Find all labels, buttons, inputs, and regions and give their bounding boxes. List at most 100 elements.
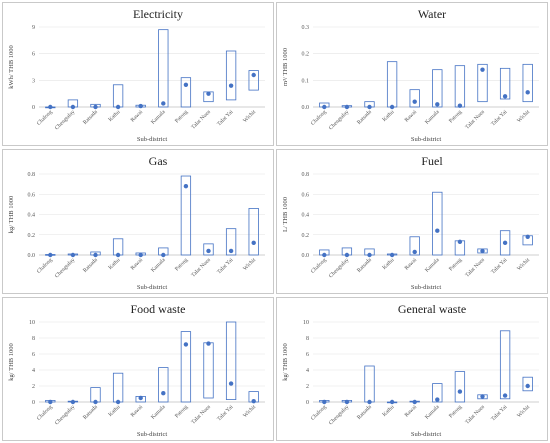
category-label-ratsada: Ratsada (356, 257, 373, 274)
y-tick-label: 0.8 (302, 172, 310, 178)
value-dot-talat-nuea (206, 248, 211, 254)
value-dot-chengtalay (70, 399, 76, 405)
category-label-talat-yai: Talat Yai (216, 109, 235, 128)
value-dot-kathu (389, 252, 395, 258)
category-label-rawai: Rawai (130, 257, 145, 272)
category-label-kathu: Kathu (108, 404, 122, 418)
category-label-patong: Patong (448, 404, 463, 419)
x-axis-label: Sub-district (137, 431, 168, 438)
value-dot-ratsada (93, 399, 98, 405)
value-dot-kathu (115, 104, 121, 110)
value-dot-kathu (115, 252, 121, 258)
range-box-talat-yai (499, 330, 511, 400)
chart-title: Gas (149, 154, 168, 168)
y-tick-label: 10 (303, 320, 309, 326)
y-tick-label: 6 (306, 352, 309, 358)
category-label-wichit: Wichit (242, 404, 257, 419)
range-box-patong (454, 65, 466, 108)
y-axis-label: kg/ THB 1000 (8, 196, 15, 233)
category-label-chengtalay: Chengtalay (328, 109, 350, 131)
category-label-talat-nuea: Talat Nuea (190, 257, 212, 279)
category-label-ratsada: Ratsada (82, 404, 99, 421)
category-label-wichit: Wichit (242, 257, 257, 272)
value-dot-chalong (48, 252, 53, 258)
y-tick-label: 3 (32, 78, 35, 84)
range-box-kamala (158, 367, 169, 403)
category-label-kathu: Kathu (382, 257, 396, 271)
category-label-kamala: Kamala (150, 257, 167, 274)
value-dot-talat-yai (228, 381, 234, 386)
category-label-rawai: Rawai (130, 109, 145, 124)
category-label-kathu: Kathu (108, 257, 122, 271)
y-tick-label: 8 (306, 336, 309, 342)
chart-svg: General waste 0 2 4 6 8 10 kg/ THB 1000 Chalong C… (282, 302, 539, 438)
y-tick-label: 0.6 (28, 192, 36, 198)
value-dot-rawai (412, 99, 417, 104)
category-label-chengtalay: Chengtalay (54, 109, 76, 131)
range-box-ratsada (364, 365, 375, 403)
water-panel: Water 0.0 0.1 0.2 0.3 m³/ THB 1000 Chalong Chen… (276, 2, 548, 146)
electricity-panel: Electricity 0 3 6 9 kWh/ THB 1000 Chalong Cheng… (2, 2, 274, 146)
value-dot-wichit (251, 399, 256, 404)
chart-title: Food waste (131, 302, 186, 316)
category-label-chengtalay: Chengtalay (328, 257, 350, 279)
category-label-ratsada: Ratsada (356, 109, 373, 126)
range-box-talat-yai (225, 321, 237, 400)
y-tick-label: 0.0 (302, 105, 310, 111)
gas-panel: Gas 0.0 0.2 0.4 0.6 0.8 kg/ THB 1000 Chalong Che… (2, 149, 274, 294)
chart-svg: Food waste 0 2 4 6 8 10 kg/ THB 1000 Chalong Chen… (8, 302, 265, 438)
x-axis-label: Sub-district (137, 136, 168, 143)
value-dot-patong (457, 103, 463, 108)
range-box-kathu (112, 372, 124, 403)
category-label-chalong: Chalong (310, 257, 328, 275)
chart-title: General waste (398, 302, 466, 316)
value-dot-talat-nuea (480, 67, 485, 72)
category-label-chalong: Chalong (36, 404, 54, 422)
food-waste-panel: Food waste 0 2 4 6 8 10 kg/ THB 1000 Chalong Chen… (2, 297, 274, 441)
category-label-patong: Patong (174, 109, 189, 124)
value-dot-chengtalay (70, 252, 76, 258)
range-box-talat-yai (499, 230, 511, 256)
chart-svg: Water 0.0 0.1 0.2 0.3 m³/ THB 1000 Chalong Chen… (282, 7, 539, 143)
value-dot-chalong (48, 104, 53, 110)
value-dot-rawai (138, 252, 143, 258)
value-dot-kamala (435, 228, 440, 233)
value-dot-kamala (435, 397, 440, 402)
value-dot-talat-yai (228, 83, 234, 88)
range-box-kamala (432, 191, 443, 256)
range-box-patong (180, 175, 192, 256)
range-box-rawai (409, 89, 420, 108)
value-dot-rawai (138, 395, 143, 401)
value-dot-patong (183, 183, 189, 189)
value-dot-wichit (525, 234, 530, 239)
value-dot-talat-yai (502, 94, 508, 99)
category-label-chengtalay: Chengtalay (54, 257, 76, 279)
value-dot-wichit (251, 240, 256, 246)
chart-title: Electricity (133, 7, 183, 21)
value-dot-rawai (412, 399, 417, 405)
range-box-wichit (522, 376, 533, 392)
value-dot-chengtalay (344, 399, 350, 405)
category-label-rawai: Rawai (130, 404, 145, 419)
value-dot-talat-nuea (206, 91, 211, 96)
value-dot-kamala (161, 101, 166, 106)
y-tick-label: 0.8 (28, 172, 36, 178)
range-box-talat-nuea (203, 243, 214, 256)
category-label-wichit: Wichit (516, 257, 531, 272)
range-box-kamala (432, 69, 443, 108)
range-box-talat-nuea (203, 342, 214, 399)
category-label-talat-yai: Talat Yai (490, 109, 509, 128)
range-box-talat-yai (499, 67, 511, 100)
value-dot-patong (183, 342, 189, 347)
category-label-kamala: Kamala (150, 109, 167, 126)
y-tick-label: 0 (32, 400, 35, 406)
range-box-talat-yai (225, 228, 237, 256)
general-waste-panel: General waste 0 2 4 6 8 10 kg/ THB 1000 Chalong C… (276, 297, 548, 441)
range-box-talat-yai (225, 50, 237, 101)
category-label-rawai: Rawai (404, 404, 419, 419)
category-label-ratsada: Ratsada (82, 257, 99, 274)
category-label-rawai: Rawai (404, 109, 419, 124)
value-dot-kamala (161, 391, 166, 396)
value-dot-chalong (322, 104, 327, 110)
